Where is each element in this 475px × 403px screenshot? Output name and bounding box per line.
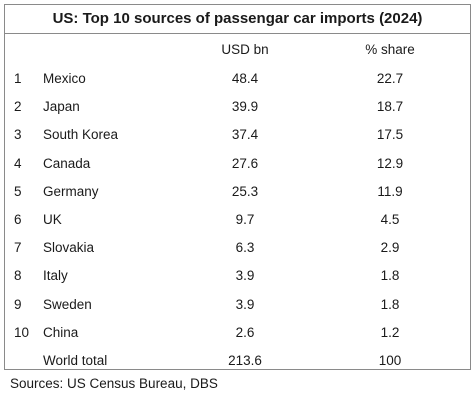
share-cell: 17.5 <box>376 127 404 143</box>
table-frame: US: Top 10 sources of passengar car impo… <box>4 4 471 370</box>
header-share: % share <box>365 42 415 57</box>
country-cell: UK <box>43 211 62 227</box>
rank-cell: 1 <box>14 71 22 86</box>
usd-cell: 6.3 <box>235 240 255 256</box>
share-cell: 2.9 <box>380 240 400 256</box>
country-cell: South Korea <box>43 127 119 143</box>
rank-cell: 10 <box>14 324 30 340</box>
share-cell: 12.9 <box>376 155 404 171</box>
country-cell: Canada <box>43 155 91 171</box>
header-usd-bn: USD bn <box>221 42 269 57</box>
imports-table: USD bn % share 1 Mexico 48.4 22.7 2 Japan 39.9… <box>5 34 470 375</box>
country-cell: China <box>43 324 79 340</box>
share-cell: 18.7 <box>376 99 404 115</box>
share-cell: 22.7 <box>376 71 404 86</box>
rank-cell: 3 <box>14 127 22 143</box>
table-title: US: Top 10 sources of passengar car impo… <box>5 5 470 34</box>
table-row: 8 Italy 3.9 1.8 <box>5 262 470 290</box>
country-cell: Italy <box>43 268 68 284</box>
share-cell: 1.8 <box>380 268 400 284</box>
table-row: 3 South Korea 37.4 17.5 <box>5 121 470 149</box>
rank-cell: 9 <box>14 296 22 312</box>
table-row: 5 Germany 25.3 11.9 <box>5 178 470 206</box>
share-cell: 1.2 <box>380 324 400 340</box>
table-row: 7 Slovakia 6.3 2.9 <box>5 234 470 262</box>
usd-cell: 39.9 <box>231 99 259 115</box>
table-header-row: USD bn % share <box>5 34 470 65</box>
country-cell: Germany <box>43 183 99 199</box>
total-usd: 213.6 <box>228 352 262 368</box>
country-cell: Slovakia <box>43 240 95 256</box>
table-row: 2 Japan 39.9 18.7 <box>5 93 470 121</box>
table-row: 4 Canada 27.6 12.9 <box>5 150 470 178</box>
rank-cell: 4 <box>14 155 22 171</box>
usd-cell: 25.3 <box>231 183 259 199</box>
table-row: 6 UK 9.7 4.5 <box>5 206 470 234</box>
share-cell: 11.9 <box>377 183 403 199</box>
share-cell: 1.8 <box>380 296 400 312</box>
source-note: Sources: US Census Bureau, DBS <box>10 376 218 391</box>
country-cell: Mexico <box>43 71 86 86</box>
usd-cell: 27.6 <box>231 155 259 171</box>
usd-cell: 37.4 <box>231 127 259 143</box>
usd-cell: 3.9 <box>235 268 255 284</box>
rank-cell: 5 <box>14 183 22 199</box>
rank-cell: 2 <box>14 99 22 115</box>
table-body: 1 Mexico 48.4 22.7 2 Japan 39.9 18.7 3 South Kore… <box>5 65 470 347</box>
usd-cell: 3.9 <box>235 296 255 312</box>
usd-cell: 2.6 <box>235 324 255 340</box>
rank-cell: 8 <box>14 268 22 284</box>
rank-cell: 7 <box>14 240 22 256</box>
table-row-total: World total 213.6 100 <box>5 347 470 375</box>
rank-cell: 6 <box>14 211 22 227</box>
usd-cell: 9.7 <box>235 211 255 227</box>
country-cell: Japan <box>43 99 80 115</box>
country-cell: Sweden <box>43 296 92 312</box>
share-cell: 4.5 <box>380 211 400 227</box>
table-row: 9 Sweden 3.9 1.8 <box>5 291 470 319</box>
usd-cell: 48.4 <box>231 71 259 86</box>
table-row: 10 China 2.6 1.2 <box>5 319 470 347</box>
table-row: 1 Mexico 48.4 22.7 <box>5 65 470 93</box>
total-share: 100 <box>378 352 402 368</box>
total-label: World total <box>43 352 108 368</box>
